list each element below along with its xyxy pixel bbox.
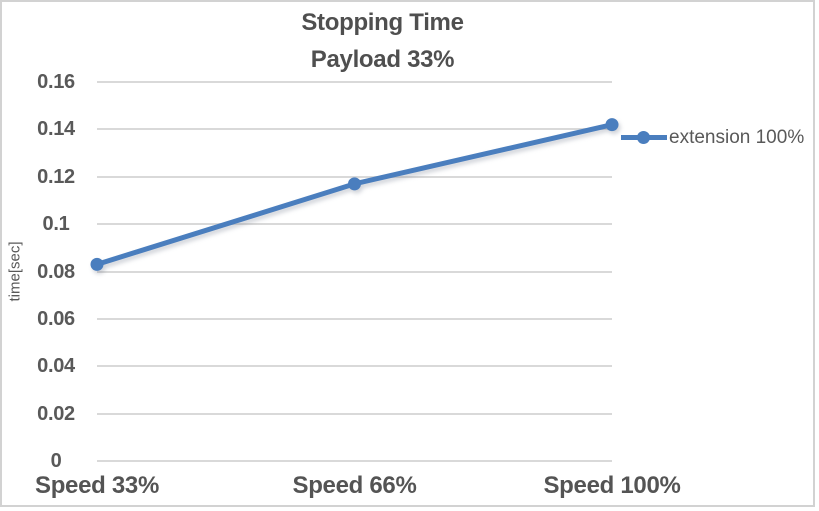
y-axis-tick-labels: 0 0.02 0.04 0.06 0.08 0.1 0.12 0.14 0.16 — [16, 71, 96, 472]
x-axis-tick-labels: Speed 33% Speed 66% Speed 100% — [35, 472, 681, 504]
data-point-marker — [348, 177, 361, 191]
y-tick-label: 0.14 — [37, 118, 75, 141]
y-tick-label: 0.08 — [37, 260, 75, 283]
y-tick-label: 0.06 — [37, 307, 75, 330]
legend: extension 100% — [621, 124, 804, 151]
y-tick-label: 0.1 — [42, 213, 70, 236]
x-tick-label: Speed 33% — [34, 472, 160, 499]
plot-area — [90, 81, 619, 462]
gridline — [97, 412, 612, 415]
gridline — [97, 175, 612, 178]
y-tick-label: 0.02 — [37, 402, 75, 425]
gridline — [97, 128, 612, 131]
gridline — [97, 270, 612, 273]
x-tick-label: Speed 66% — [292, 472, 417, 499]
chart-title: Stopping Time Payload 33% — [0, 4, 790, 78]
data-point-marker — [90, 257, 104, 271]
series-path — [94, 122, 615, 267]
gridline — [97, 317, 612, 320]
chart-title-line1: Stopping Time — [301, 9, 464, 36]
legend-marker-icon — [637, 131, 650, 144]
y-tick-label: 0.12 — [37, 165, 75, 188]
legend-key — [621, 124, 667, 151]
data-point-marker — [605, 118, 619, 132]
gridline — [97, 460, 612, 462]
legend-label: extension 100% — [669, 126, 805, 148]
gridline — [97, 223, 612, 226]
chart-title-line2: Payload 33% — [310, 46, 455, 73]
gridline — [97, 365, 612, 368]
gridline — [97, 81, 612, 83]
y-tick-label: 0.04 — [37, 355, 75, 378]
y-tick-label: 0 — [50, 450, 62, 472]
y-tick-label: 0.16 — [37, 71, 75, 93]
series-line — [90, 118, 619, 271]
x-tick-label: Speed 100% — [543, 472, 681, 499]
